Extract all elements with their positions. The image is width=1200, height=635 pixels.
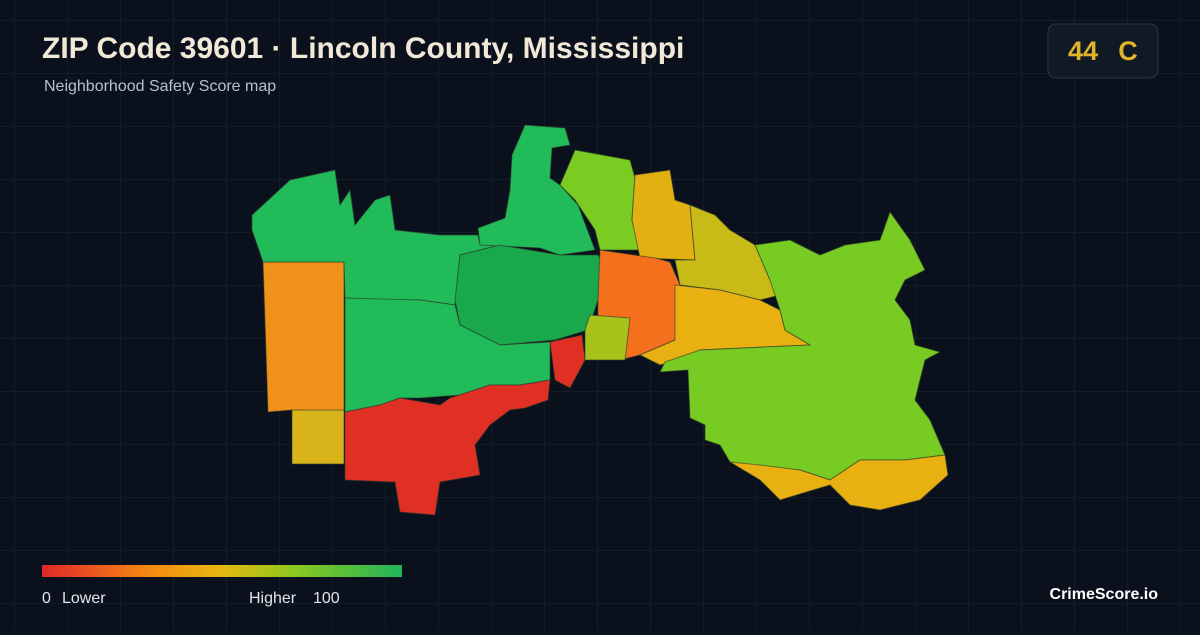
zip-map <box>251 124 949 516</box>
brand: CrimeScore.io <box>1050 586 1159 603</box>
subtitle: Neighborhood Safety Score map <box>44 78 276 95</box>
area <box>549 334 586 389</box>
area <box>454 244 606 346</box>
area <box>674 204 781 301</box>
area <box>291 409 345 465</box>
area <box>344 379 551 516</box>
title: ZIP Code 39601 · Lincoln County, Mississ… <box>42 32 684 65</box>
legend-max-label: Higher <box>249 590 297 607</box>
area <box>584 314 631 361</box>
score-badge <box>1047 23 1159 79</box>
area <box>262 261 345 413</box>
area <box>729 454 949 511</box>
legend-max: 100 <box>313 590 340 607</box>
area <box>559 149 641 251</box>
grade: C <box>1118 36 1138 66</box>
legend-min: 0 <box>42 590 51 607</box>
score: 44 <box>1068 36 1098 66</box>
area <box>477 124 596 256</box>
legend-bar <box>42 565 402 577</box>
legend-min-label: Lower <box>62 590 106 607</box>
